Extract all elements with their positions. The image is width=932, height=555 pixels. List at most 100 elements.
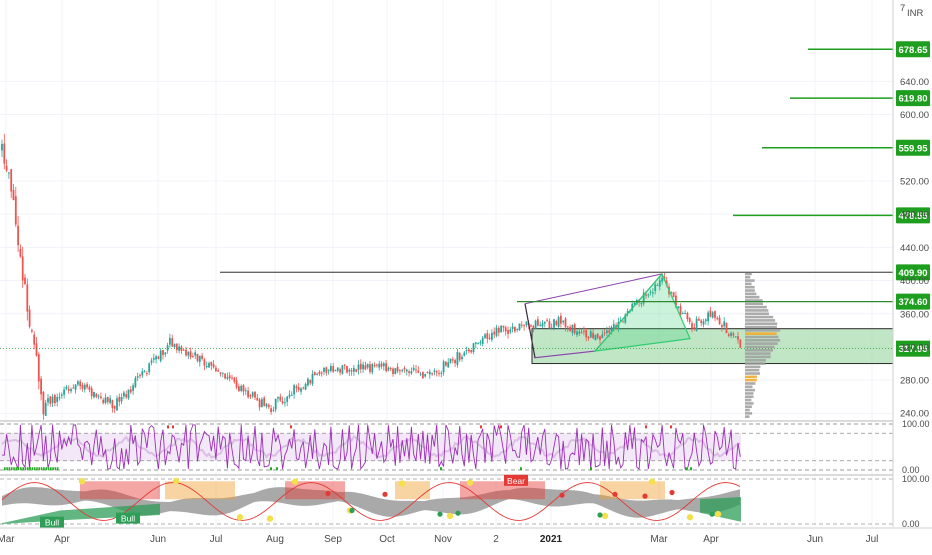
- candle-body: [286, 396, 289, 402]
- candle-body: [320, 372, 323, 374]
- candle-body: [566, 326, 569, 328]
- candle-body: [562, 320, 565, 323]
- level-tag-bg: [896, 207, 930, 224]
- price-axis[interactable]: 7 INR 640.00 600.00 520.00 480.00 440.00 400.00…: [892, 0, 930, 529]
- candle-68: [157, 355, 160, 360]
- candle-body: [127, 389, 130, 399]
- candle-body: [576, 331, 578, 336]
- profile-bar: [745, 339, 781, 342]
- candle-179: [412, 364, 415, 372]
- candle-body: [353, 367, 355, 372]
- osc1-signal: [172, 425, 174, 429]
- candle-153: [353, 364, 355, 376]
- candle-43: [100, 392, 102, 400]
- candle-body: [493, 331, 496, 335]
- candle-body: [97, 395, 100, 397]
- osc2-yellow-dot: [648, 478, 656, 485]
- candle-body: [359, 363, 362, 370]
- candle-237: [546, 317, 548, 323]
- candle-body: [187, 351, 190, 356]
- candle-body: [208, 363, 210, 368]
- candle-6: [14, 187, 17, 227]
- candle-body: [277, 396, 279, 399]
- candle-body: [716, 318, 719, 320]
- profile-bar: [745, 332, 777, 335]
- candle-body: [169, 337, 171, 345]
- candle-body: [100, 396, 102, 399]
- pattern-xc-line: [524, 273, 663, 305]
- candle-body: [550, 327, 553, 329]
- candle-body: [504, 327, 507, 332]
- candle-body: [242, 385, 245, 392]
- candle-188: [433, 368, 436, 376]
- candle-0: [1, 139, 3, 158]
- candle-body: [619, 320, 622, 322]
- candle-12: [28, 305, 31, 329]
- candle-196: [451, 356, 454, 364]
- candle-189: [435, 369, 438, 377]
- candle-body: [28, 309, 31, 327]
- profile-bar: [745, 348, 773, 352]
- candle-211: [486, 329, 489, 344]
- candle-15: [35, 336, 38, 357]
- candle-body: [389, 367, 392, 369]
- candle-48: [111, 399, 114, 413]
- profile-bar: [745, 315, 774, 319]
- candle-205: [472, 342, 475, 355]
- candle-body: [585, 329, 588, 338]
- profile-bar: [745, 385, 753, 389]
- current-price-text: 317.95: [898, 344, 928, 355]
- candle-25: [58, 392, 61, 401]
- candle-body: [656, 285, 659, 287]
- osc1-signal: [24, 467, 27, 471]
- candle-140: [323, 366, 325, 376]
- time-axis[interactable]: Mar Apr Jun Jul Aug Sep Oct Nov 2 2021 Mar Apr Jun Ju…: [0, 527, 932, 545]
- profile-bar: [745, 375, 757, 379]
- candle-body: [718, 317, 721, 325]
- candle-191: [440, 370, 443, 378]
- candle-body: [419, 373, 422, 375]
- candle-145: [334, 369, 337, 372]
- harmonic-pattern: [524, 272, 691, 359]
- osc1-signal: [27, 467, 29, 471]
- candle-122: [281, 396, 284, 405]
- candle-86: [198, 355, 201, 367]
- candle-51: [118, 393, 121, 407]
- candle-body: [583, 331, 585, 333]
- candle-body: [336, 367, 339, 371]
- candle-116: [267, 403, 270, 409]
- candle-213: [491, 329, 493, 342]
- candle-body: [373, 365, 376, 367]
- candle-body: [474, 342, 477, 344]
- candle-body: [677, 306, 680, 309]
- candle-body: [378, 363, 381, 368]
- candle-134: [309, 379, 312, 386]
- osc2-red-dot: [559, 492, 565, 498]
- profile-bar: [745, 322, 778, 326]
- candle-body: [626, 311, 629, 314]
- candle-29: [67, 385, 70, 394]
- candle-body: [491, 332, 493, 340]
- candle-8: [19, 244, 22, 258]
- osc2-yellow-dot: [446, 512, 454, 520]
- candle-121: [279, 393, 282, 403]
- candle-308: [709, 307, 712, 318]
- candle-142: [327, 369, 330, 375]
- candle-body: [198, 355, 201, 363]
- osc1-signal: [31, 467, 34, 471]
- candle-body: [447, 362, 450, 368]
- candle-body: [589, 331, 592, 338]
- price-tick-5: 400.00: [900, 276, 929, 287]
- candle-306: [704, 318, 707, 325]
- candle-55: [127, 389, 130, 400]
- candle-22: [51, 393, 54, 408]
- candle-body: [654, 284, 657, 292]
- candle-74: [171, 334, 174, 348]
- candle-body: [649, 291, 652, 293]
- candle-body: [520, 324, 523, 326]
- candle-163: [376, 363, 378, 368]
- candle-283: [652, 288, 654, 298]
- candle-150: [346, 365, 348, 374]
